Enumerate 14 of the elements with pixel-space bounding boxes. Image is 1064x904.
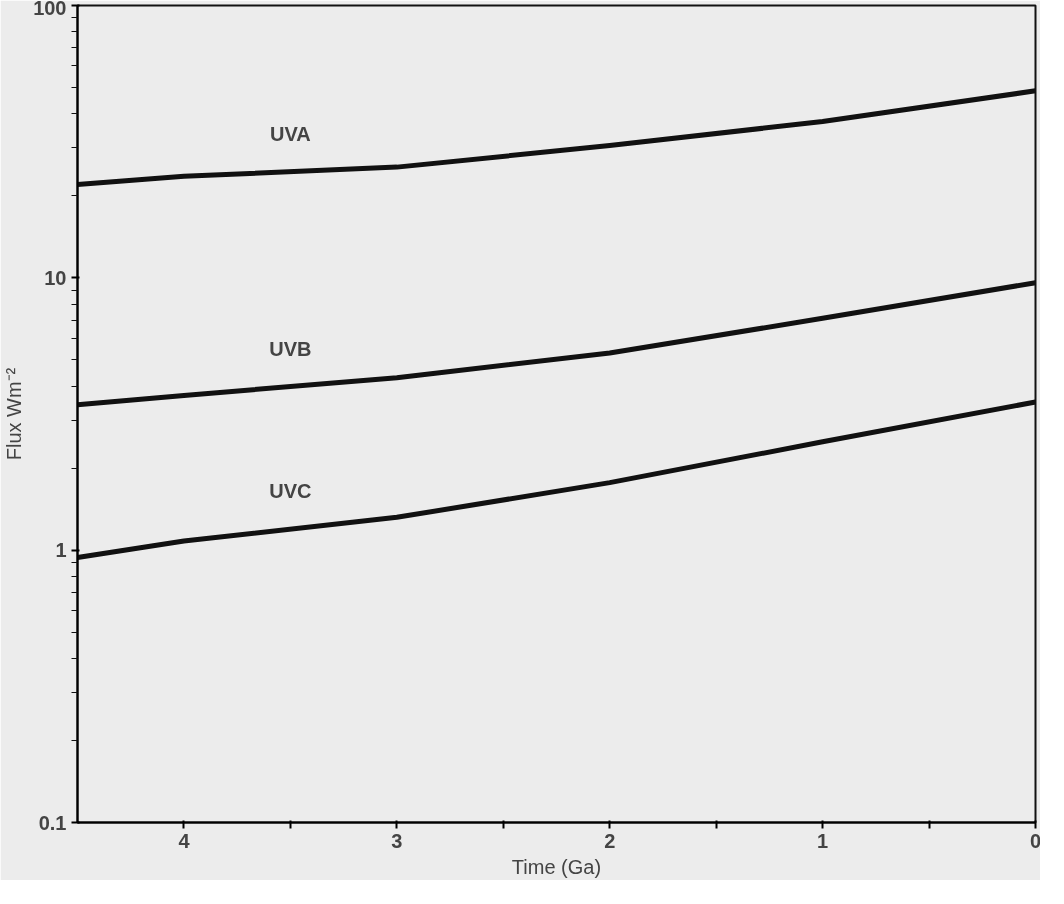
series-label: UVA <box>270 122 311 145</box>
x-tick-label: 4 <box>178 829 191 852</box>
x-axis-title: Time (Ga) <box>511 855 602 878</box>
y-tick-label: 100 <box>33 0 67 19</box>
x-tick-label: 0 <box>1029 829 1042 852</box>
x-tick-label: 3 <box>391 829 403 852</box>
x-tick-label: 1 <box>817 829 829 852</box>
y-tick-label: 10 <box>44 266 67 289</box>
series-label: UVC <box>269 480 312 503</box>
y-axis-title: Flux Wm⁻² <box>3 367 26 461</box>
y-tick-label: 1 <box>55 539 67 562</box>
series-label: UVB <box>269 337 312 360</box>
y-tick-label: 0.1 <box>38 811 67 834</box>
x-tick-label: 2 <box>604 829 616 852</box>
